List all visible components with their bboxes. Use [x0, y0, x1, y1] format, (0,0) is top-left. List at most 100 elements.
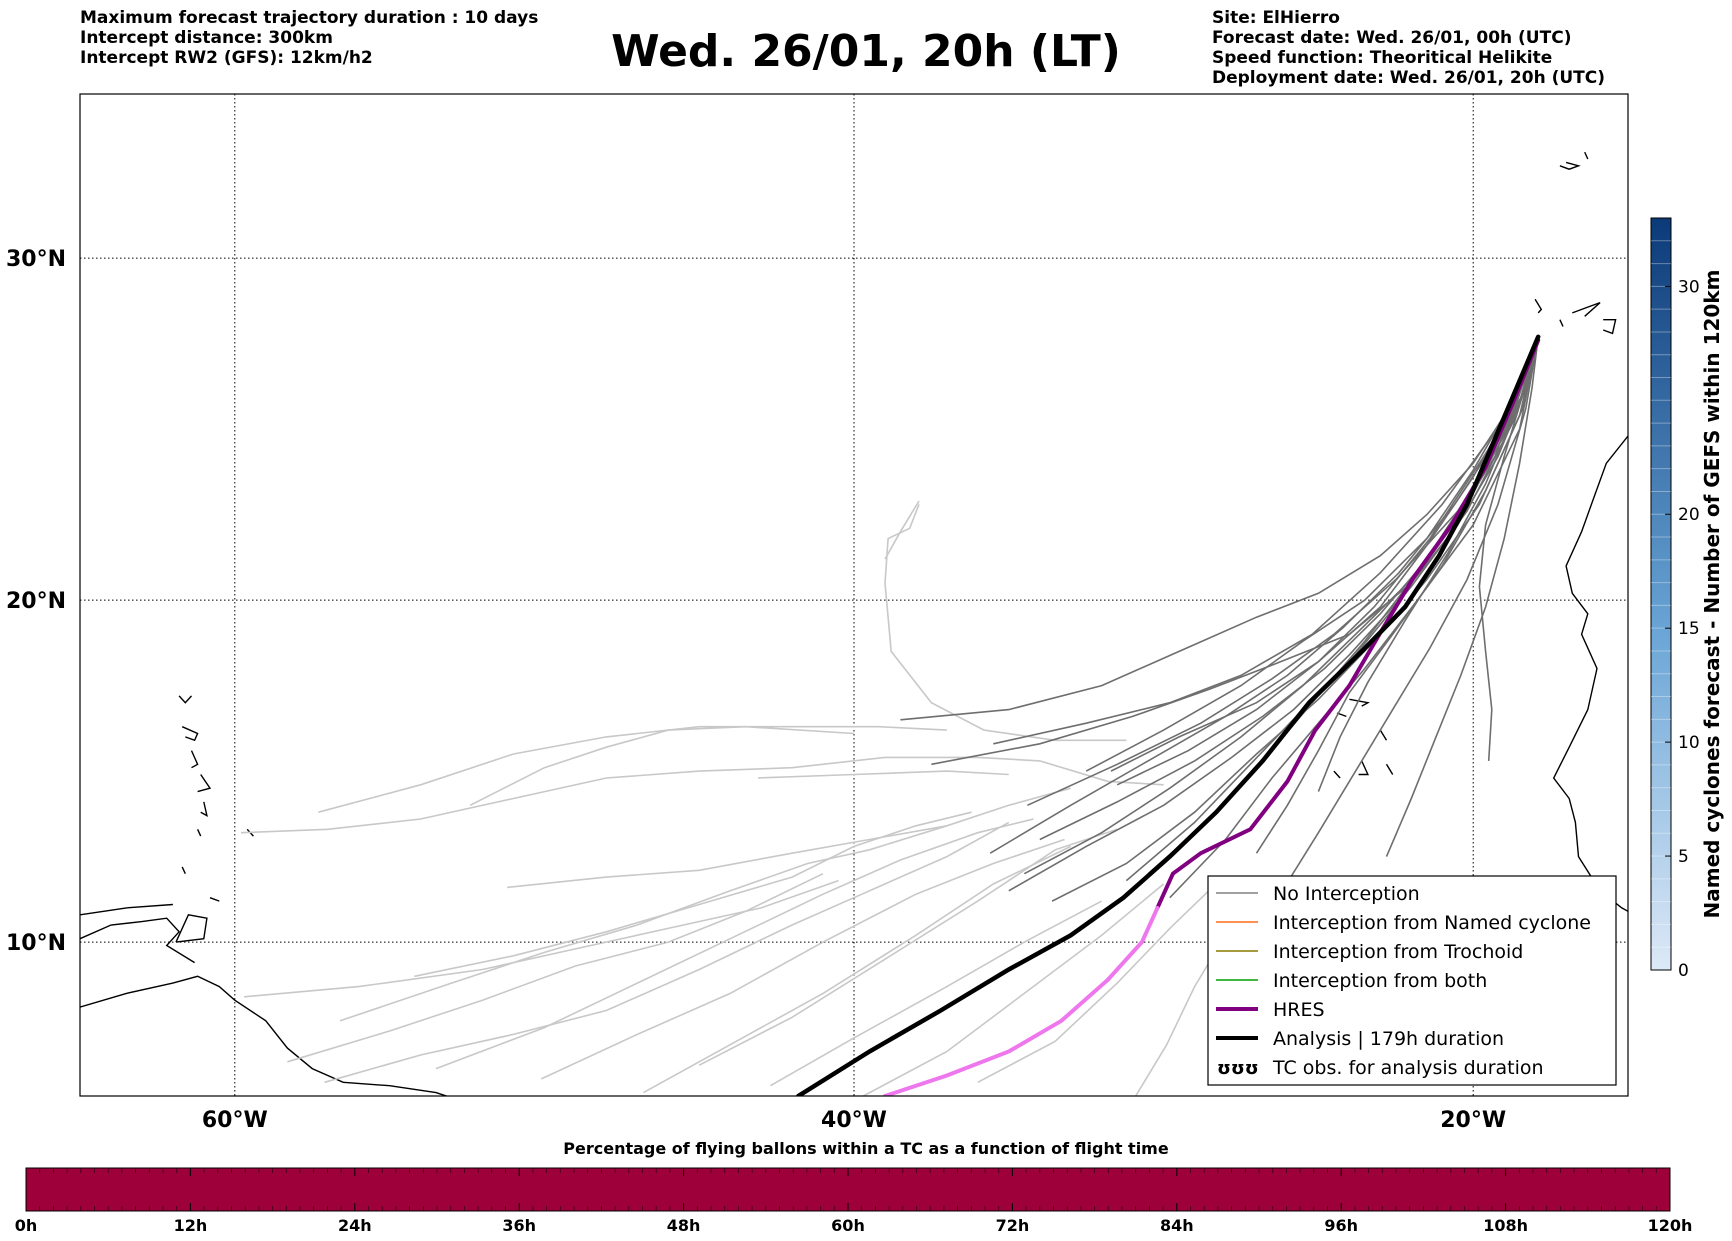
coastline — [197, 774, 212, 793]
forecast-metadata: Site: ElHierro Forecast date: Wed. 26/01… — [1212, 8, 1605, 88]
legend-label: Interception from both — [1273, 970, 1487, 992]
legend-item: Interception from both — [1216, 970, 1487, 992]
ensemble-trajectory — [414, 811, 972, 978]
ensemble-trajectory — [1169, 336, 1539, 899]
ensemble-trajectory — [287, 872, 824, 1063]
colorbar-tick-label: 30 — [1678, 277, 1700, 297]
timebar-tick-label: 0h — [15, 1216, 38, 1235]
intercept-distance-text: Intercept distance: 300km — [80, 28, 333, 48]
coastline — [209, 897, 220, 902]
map-frame — [79, 93, 1629, 1097]
legend-label: No Interception — [1273, 883, 1420, 905]
timebar-tick-label: 120h — [1648, 1216, 1693, 1235]
ensemble-trajectory — [757, 770, 1009, 779]
coastline — [178, 695, 193, 704]
legend-box — [1207, 875, 1617, 1086]
ensemble-trajectory — [339, 825, 948, 1022]
colorbar-tick-label: 15 — [1678, 619, 1700, 639]
ensemble-trajectory — [1283, 336, 1539, 888]
ensemble-trajectory — [884, 504, 1127, 742]
coastline — [1385, 763, 1394, 775]
deployment-date-text: Deployment date: Wed. 26/01, 20h (UTC) — [1212, 68, 1606, 88]
max-duration-text: Maximum forecast trajectory duration : 1… — [80, 8, 539, 28]
ensemble-trajectory — [698, 828, 1118, 1066]
hres-segment-light — [883, 905, 1160, 1096]
coastlines — [80, 151, 1628, 1096]
coastline — [200, 801, 208, 817]
ensemble-trajectory — [1385, 336, 1539, 857]
hres-segment-dark — [1155, 338, 1541, 910]
ensemble-trajectory — [862, 883, 1165, 1096]
colorbar-label: Named cyclones forecast - Number of GEFS… — [1700, 270, 1724, 919]
legend-label: Interception from Trochoid — [1273, 941, 1523, 963]
ensemble-trajectory — [240, 756, 1164, 834]
map-area — [80, 151, 1628, 1096]
colorbar-tick-label: 10 — [1678, 733, 1700, 753]
lat-label: 10°N — [6, 931, 66, 956]
legend-item: Analysis | 179h duration — [1216, 1028, 1504, 1050]
coastline — [1572, 301, 1601, 317]
coastline — [196, 829, 202, 837]
timebar-tick-label: 84h — [1160, 1216, 1194, 1235]
colorbar-gradient — [1650, 217, 1672, 971]
latitude-labels: 30°N 20°N 10°N — [6, 247, 66, 956]
coastline — [1379, 729, 1388, 741]
site-text: Site: ElHierro — [1212, 8, 1340, 28]
coastline — [181, 866, 186, 874]
coastline — [80, 975, 449, 1096]
coastline — [1534, 298, 1543, 314]
longitude-labels: 60°W 40°W 20°W — [202, 1108, 1506, 1133]
coastline — [1584, 151, 1589, 160]
coastline — [181, 726, 199, 742]
legend-label: Interception from Named cyclone — [1273, 912, 1591, 934]
coastline — [1559, 319, 1564, 327]
coastline — [175, 914, 208, 943]
lon-label: 20°W — [1440, 1108, 1506, 1133]
timebar-tick-label: 72h — [996, 1216, 1030, 1235]
legend-item: No Interception — [1216, 883, 1420, 905]
legend-item: Interception from Named cyclone — [1216, 912, 1591, 934]
ensemble-trajectory — [435, 818, 1034, 1070]
timebar-tick-label: 60h — [831, 1216, 865, 1235]
ensemble-trajectory — [1039, 336, 1539, 841]
coastline — [1602, 319, 1617, 335]
coastline — [80, 917, 195, 964]
ensemble-light-trajectories — [240, 500, 1264, 1096]
page-title: Wed. 26/01, 20h (LT) — [611, 26, 1121, 77]
lon-label: 60°W — [202, 1108, 268, 1133]
timebar-title: Percentage of flying ballons within a TC… — [563, 1139, 1169, 1158]
ensemble-trajectory — [989, 336, 1539, 854]
legend-label: Analysis | 179h duration — [1273, 1028, 1504, 1050]
forecast-settings: Maximum forecast trajectory duration : 1… — [80, 8, 538, 68]
ensemble-trajectory — [318, 725, 947, 813]
legend-label: TC obs. for analysis duration — [1272, 1057, 1544, 1079]
coastline — [80, 903, 173, 916]
coastline — [1349, 698, 1370, 707]
ensemble-trajectory — [244, 879, 839, 998]
colorbar-tick-label: 5 — [1678, 847, 1689, 867]
graticule — [80, 94, 1628, 1096]
lon-label: 40°W — [821, 1108, 887, 1133]
coastline — [1333, 770, 1341, 779]
ensemble-trajectory — [324, 821, 1010, 1084]
legend-item: Interception from Trochoid — [1216, 941, 1523, 963]
coastline — [1552, 435, 1628, 912]
ensemble-trajectory — [770, 900, 1103, 1087]
speed-function-text: Speed function: Theoritical Helikite — [1212, 48, 1553, 68]
colorbar-tick-label: 0 — [1678, 961, 1689, 981]
timebar-tick-label: 12h — [174, 1216, 208, 1235]
legend-item: HRES — [1216, 999, 1325, 1021]
forecast-date-text: Forecast date: Wed. 26/01, 00h (UTC) — [1212, 28, 1572, 48]
coastline — [1358, 760, 1369, 776]
lat-label: 30°N — [6, 247, 66, 272]
timebar-tick-label: 24h — [338, 1216, 372, 1235]
ensemble-trajectory — [977, 880, 1220, 1084]
tc-obs-symbol-icon: ʊʊʊ — [1217, 1058, 1259, 1079]
legend-label: HRES — [1273, 999, 1325, 1021]
timebar-tick-label: 48h — [667, 1216, 701, 1235]
timebar-tick-label: 36h — [502, 1216, 536, 1235]
intercept-rw2-text: Intercept RW2 (GFS): 12km/h2 — [80, 48, 373, 68]
ensemble-trajectory — [469, 725, 855, 807]
coastline — [1559, 161, 1581, 170]
